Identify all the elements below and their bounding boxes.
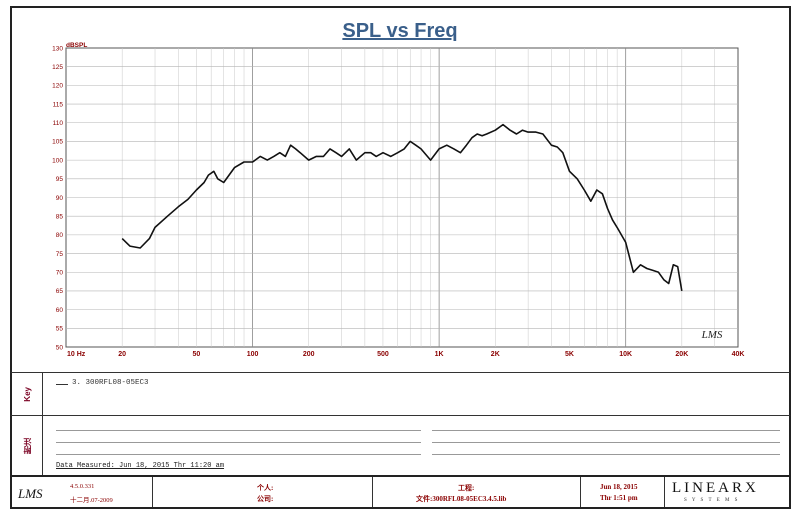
note-line	[432, 442, 780, 443]
grid	[65, 47, 739, 348]
series-line	[121, 123, 683, 292]
notes-panel: 附注 Data Measured: Jun 18, 2015 Thr 11:20…	[10, 415, 791, 475]
lms-logo: LMS	[18, 486, 43, 501]
y-tick-label: 100	[52, 157, 63, 164]
y-tick-label: 95	[56, 176, 64, 183]
y-tick-label: 130	[52, 45, 63, 52]
data-measured: Data Measured: Jun 18, 2015 Thr 11:20 am	[56, 462, 225, 470]
legend-panel: Key 3. 300RFL08-05EC3	[10, 372, 791, 415]
axis-ticks: 50 55 60 65 70 75 80 85 90 95 100 105 110 115 120 125 13…	[52, 45, 744, 358]
y-tick-label: 60	[56, 307, 64, 314]
x-tick-label: 200	[303, 351, 315, 358]
x-tick-label: 10K	[619, 351, 632, 358]
footer-panel: LMS 4.5.0.331 十二月.07-2009 个人: 公司: 工程: 文件…	[10, 475, 791, 509]
legend-side-tab: Key	[12, 373, 43, 415]
series-layer	[121, 123, 683, 292]
footer-divider	[152, 477, 153, 507]
note-line	[56, 454, 421, 455]
footer-divider	[372, 477, 373, 507]
y-tick-label: 70	[56, 270, 64, 277]
file-label: 文件:300RFL08-05EC3.4.5.lib	[416, 495, 507, 503]
y-tick-label: 105	[52, 139, 63, 146]
y-tick-label: 75	[56, 251, 64, 258]
y-tick-label: 125	[52, 64, 63, 71]
y-tick-label: 110	[53, 120, 64, 127]
legend-entry: 3. 300RFL08-05EC3	[72, 379, 149, 387]
lms-watermark: LMS	[701, 329, 723, 341]
y-tick-label: 50	[56, 344, 64, 351]
company-label: 公司:	[257, 495, 274, 503]
legend-side-label: Key	[22, 386, 32, 402]
y-tick-label: 115	[53, 101, 64, 108]
y-tick-label: 90	[56, 195, 64, 202]
note-line	[56, 442, 421, 443]
x-tick-label: 20K	[675, 351, 688, 358]
note-line	[432, 454, 780, 455]
y-tick-label: 80	[56, 232, 64, 239]
x-tick-label: 5K	[565, 351, 574, 358]
y-tick-label: 65	[56, 288, 64, 295]
footer-date: Jun 18, 2015	[600, 483, 638, 491]
x-tick-label: 1K	[435, 351, 444, 358]
y-tick-label: 85	[56, 213, 64, 220]
x-tick-label: 100	[247, 351, 259, 358]
version: 4.5.0.331	[70, 483, 95, 490]
y-axis-label: dBSPL	[66, 42, 87, 49]
person-label: 个人:	[257, 484, 274, 492]
footer-divider	[664, 477, 665, 507]
note-line	[432, 430, 780, 431]
x-tick-label: 2K	[491, 351, 500, 358]
notes-side-tab: 附注	[12, 416, 43, 475]
y-tick-label: 55	[56, 326, 64, 333]
x-tick-label: 50	[193, 351, 201, 358]
y-tick-label: 120	[52, 83, 63, 90]
x-tick-label: 500	[377, 351, 389, 358]
project-label: 工程:	[458, 484, 475, 492]
linearx-logo: LINEARX	[672, 480, 759, 496]
x-tick-label: 10 Hz	[67, 351, 86, 358]
x-tick-label: 20	[118, 351, 126, 358]
footer-time: Thr 1:51 pm	[600, 494, 638, 502]
note-line	[56, 430, 421, 431]
legend-swatch	[56, 384, 68, 385]
build-date: 十二月.07-2009	[70, 497, 113, 504]
notes-side-label: 附注	[22, 437, 32, 454]
x-tick-label: 40K	[732, 351, 745, 358]
chart-title: SPL vs Freq	[342, 20, 457, 42]
footer-divider	[580, 477, 581, 507]
linearx-sub: S Y S T E M S	[684, 498, 740, 503]
